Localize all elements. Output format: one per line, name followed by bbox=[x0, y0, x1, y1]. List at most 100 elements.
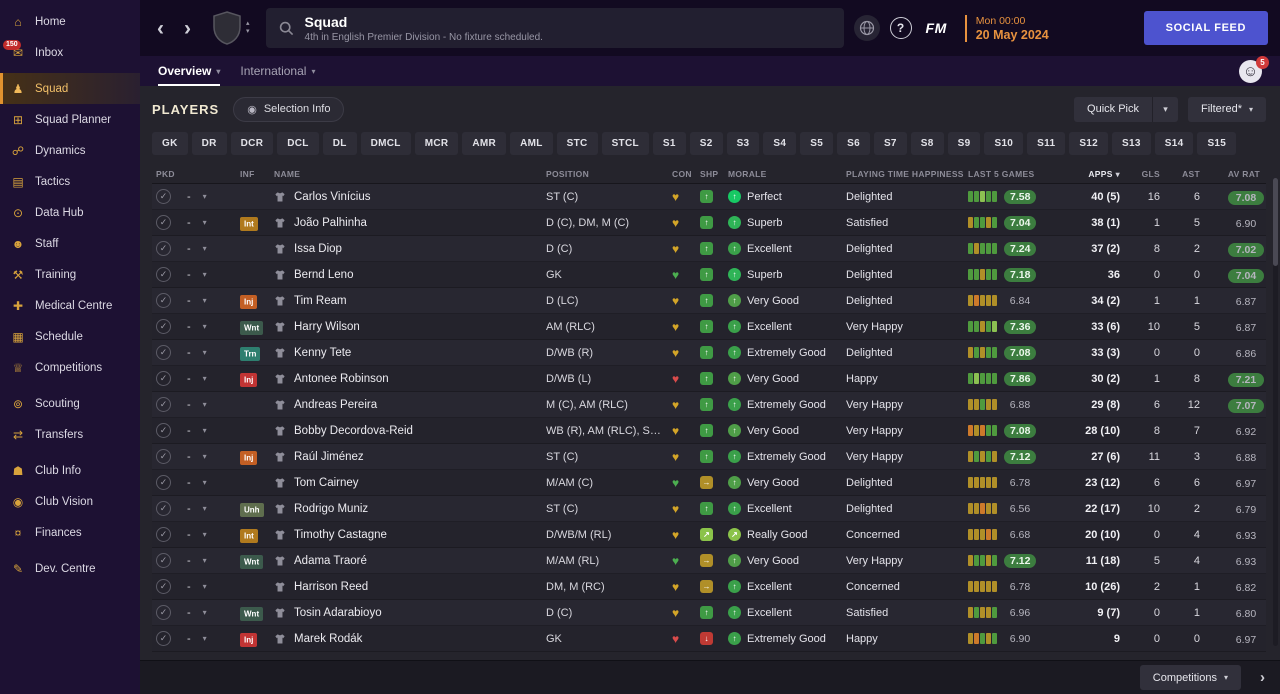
help-button[interactable]: ? bbox=[889, 17, 912, 39]
filtered-button[interactable]: Filtered* ▾ bbox=[1188, 96, 1266, 122]
status-badge[interactable]: Inj bbox=[240, 451, 258, 465]
column-header-gls[interactable]: GLS bbox=[1141, 169, 1160, 179]
sidebar-item-competitions[interactable]: ♕ Competitions bbox=[0, 352, 140, 383]
position-filter-s8[interactable]: S8 bbox=[910, 132, 944, 155]
position-filter-s2[interactable]: S2 bbox=[689, 132, 723, 155]
sidebar-item-squad-planner[interactable]: ⊞ Squad Planner bbox=[0, 104, 140, 135]
player-name[interactable]: Marek Rodák bbox=[294, 632, 363, 645]
position-filter-gk[interactable]: GK bbox=[152, 132, 188, 155]
table-row[interactable]: ✓ - ▾ Harrison Reed DM, M (RC) ♥ → ↑ Exc… bbox=[152, 574, 1266, 600]
sidebar-item-finances[interactable]: ¤ Finances bbox=[0, 517, 140, 548]
pick-dropdown-icon[interactable]: ▾ bbox=[202, 504, 207, 513]
column-header-pkd[interactable]: PKD bbox=[156, 169, 175, 179]
player-name[interactable]: Bobby Decordova-Reid bbox=[294, 424, 413, 437]
position-filter-s3[interactable]: S3 bbox=[726, 132, 760, 155]
status-badge[interactable]: Trn bbox=[240, 347, 261, 361]
pick-dropdown-icon[interactable]: ▾ bbox=[202, 374, 207, 383]
picked-check-icon[interactable]: ✓ bbox=[156, 319, 171, 334]
table-row[interactable]: ✓ - ▾ Bernd Leno GK ♥ ↑ ↑ Superb Delight… bbox=[152, 262, 1266, 288]
position-filter-s9[interactable]: S9 bbox=[947, 132, 981, 155]
picked-check-icon[interactable]: ✓ bbox=[156, 215, 171, 230]
sidebar-item-scouting[interactable]: ⊚ Scouting bbox=[0, 388, 140, 419]
pick-dropdown-icon[interactable]: ▾ bbox=[202, 322, 207, 331]
table-row[interactable]: ✓ - ▾ Inj Antonee Robinson D/WB (L) ♥ ↑ … bbox=[152, 366, 1266, 392]
player-name[interactable]: Bernd Leno bbox=[294, 268, 354, 281]
tab-international[interactable]: International ▾ bbox=[240, 56, 315, 86]
table-row[interactable]: ✓ - ▾ Inj Tim Ream D (LC) ♥ ↑ ↑ Very Goo… bbox=[152, 288, 1266, 314]
sidebar-item-staff[interactable]: ☻ Staff bbox=[0, 228, 140, 259]
position-filter-stcl[interactable]: STCL bbox=[601, 132, 649, 155]
table-row[interactable]: ✓ - ▾ Trn Kenny Tete D/WB (R) ♥ ↑ ↑ Extr… bbox=[152, 340, 1266, 366]
position-filter-amr[interactable]: AMR bbox=[462, 132, 507, 155]
picked-check-icon[interactable]: ✓ bbox=[156, 605, 171, 620]
quick-pick-button[interactable]: Quick Pick bbox=[1074, 96, 1153, 122]
picked-check-icon[interactable]: ✓ bbox=[156, 293, 171, 308]
position-filter-s15[interactable]: S15 bbox=[1197, 132, 1237, 155]
vertical-scrollbar[interactable] bbox=[1273, 178, 1278, 646]
quick-pick-dropdown[interactable]: ▾ bbox=[1152, 96, 1179, 122]
player-name[interactable]: Carlos Vinícius bbox=[294, 190, 371, 203]
nav-forward-icon[interactable]: › bbox=[184, 16, 191, 40]
column-header-av-rat[interactable]: AV RAT bbox=[1227, 169, 1260, 179]
sidebar-item-club-info[interactable]: ☗ Club Info bbox=[0, 455, 140, 486]
picked-check-icon[interactable]: ✓ bbox=[156, 371, 171, 386]
column-header-ast[interactable]: AST bbox=[1182, 169, 1200, 179]
player-name[interactable]: Andreas Pereira bbox=[294, 398, 378, 411]
position-filter-s5[interactable]: S5 bbox=[800, 132, 834, 155]
table-row[interactable]: ✓ - ▾ Wnt Tosin Adarabioyo D (C) ♥ ↑ ↑ E… bbox=[152, 600, 1266, 626]
table-row[interactable]: ✓ - ▾ Tom Cairney M/AM (C) ♥ → ↑ Very Go… bbox=[152, 470, 1266, 496]
player-name[interactable]: Tom Cairney bbox=[294, 476, 359, 489]
picked-check-icon[interactable]: ✓ bbox=[156, 267, 171, 282]
table-row[interactable]: ✓ - ▾ Bobby Decordova-Reid WB (R), AM (R… bbox=[152, 418, 1266, 444]
pick-dropdown-icon[interactable]: ▾ bbox=[202, 634, 207, 643]
column-header-morale[interactable]: MORALE bbox=[728, 169, 767, 179]
pick-dropdown-icon[interactable]: ▾ bbox=[202, 478, 207, 487]
picked-check-icon[interactable]: ✓ bbox=[156, 475, 171, 490]
table-row[interactable]: ✓ - ▾ Andreas Pereira M (C), AM (RLC) ♥ … bbox=[152, 392, 1266, 418]
status-badge[interactable]: Inj bbox=[240, 633, 258, 647]
status-badge[interactable]: Wnt bbox=[240, 321, 264, 335]
tab-overview[interactable]: Overview ▾ bbox=[158, 56, 221, 86]
sidebar-item-data-hub[interactable]: ⊙ Data Hub bbox=[0, 197, 140, 228]
player-name[interactable]: Harrison Reed bbox=[294, 580, 369, 593]
sidebar-item-dev-centre[interactable]: ✎ Dev. Centre bbox=[0, 553, 140, 584]
position-filter-dcl[interactable]: DCL bbox=[277, 132, 319, 155]
player-name[interactable]: Adama Traoré bbox=[294, 554, 367, 567]
sidebar-item-transfers[interactable]: ⇄ Transfers bbox=[0, 419, 140, 450]
position-filter-aml[interactable]: AML bbox=[510, 132, 553, 155]
pick-dropdown-icon[interactable]: ▾ bbox=[202, 400, 207, 409]
player-name[interactable]: Harry Wilson bbox=[294, 320, 360, 333]
column-header-apps[interactable]: APPS ▾ bbox=[1088, 169, 1120, 179]
player-name[interactable]: Issa Diop bbox=[294, 242, 342, 255]
pick-dropdown-icon[interactable]: ▾ bbox=[202, 608, 207, 617]
scrollbar-handle[interactable] bbox=[1273, 178, 1278, 266]
position-filter-s1[interactable]: S1 bbox=[652, 132, 686, 155]
table-row[interactable]: ✓ - ▾ Wnt Harry Wilson AM (RLC) ♥ ↑ ↑ Ex… bbox=[152, 314, 1266, 340]
position-filter-s6[interactable]: S6 bbox=[837, 132, 870, 155]
pick-dropdown-icon[interactable]: ▾ bbox=[202, 218, 207, 227]
picked-check-icon[interactable]: ✓ bbox=[156, 345, 171, 360]
next-page-chevron[interactable]: › bbox=[1260, 669, 1265, 686]
status-badge[interactable]: Int bbox=[240, 217, 258, 231]
status-badge[interactable]: Int bbox=[240, 529, 258, 543]
picked-check-icon[interactable]: ✓ bbox=[156, 449, 171, 464]
picked-check-icon[interactable]: ✓ bbox=[156, 423, 171, 438]
pick-dropdown-icon[interactable]: ▾ bbox=[202, 270, 207, 279]
picked-check-icon[interactable]: ✓ bbox=[156, 631, 171, 646]
position-filter-stc[interactable]: STC bbox=[556, 132, 598, 155]
position-filter-s10[interactable]: S10 bbox=[984, 132, 1024, 155]
status-badge[interactable]: Unh bbox=[240, 503, 264, 517]
picked-check-icon[interactable]: ✓ bbox=[156, 579, 171, 594]
position-filter-dl[interactable]: DL bbox=[322, 132, 357, 155]
picked-check-icon[interactable]: ✓ bbox=[156, 553, 171, 568]
position-filter-mcr[interactable]: MCR bbox=[414, 132, 459, 155]
picked-check-icon[interactable]: ✓ bbox=[156, 527, 171, 542]
picked-check-icon[interactable]: ✓ bbox=[156, 241, 171, 256]
pick-dropdown-icon[interactable]: ▾ bbox=[202, 582, 207, 591]
table-row[interactable]: ✓ - ▾ Issa Diop D (C) ♥ ↑ ↑ Excellent De… bbox=[152, 236, 1266, 262]
column-header-inf[interactable]: INF bbox=[240, 169, 255, 179]
pick-dropdown-icon[interactable]: ▾ bbox=[202, 556, 207, 565]
column-header-name[interactable]: NAME bbox=[274, 169, 301, 179]
competitions-button[interactable]: Competitions ▾ bbox=[1139, 665, 1241, 690]
column-header-position[interactable]: POSITION bbox=[546, 169, 590, 179]
